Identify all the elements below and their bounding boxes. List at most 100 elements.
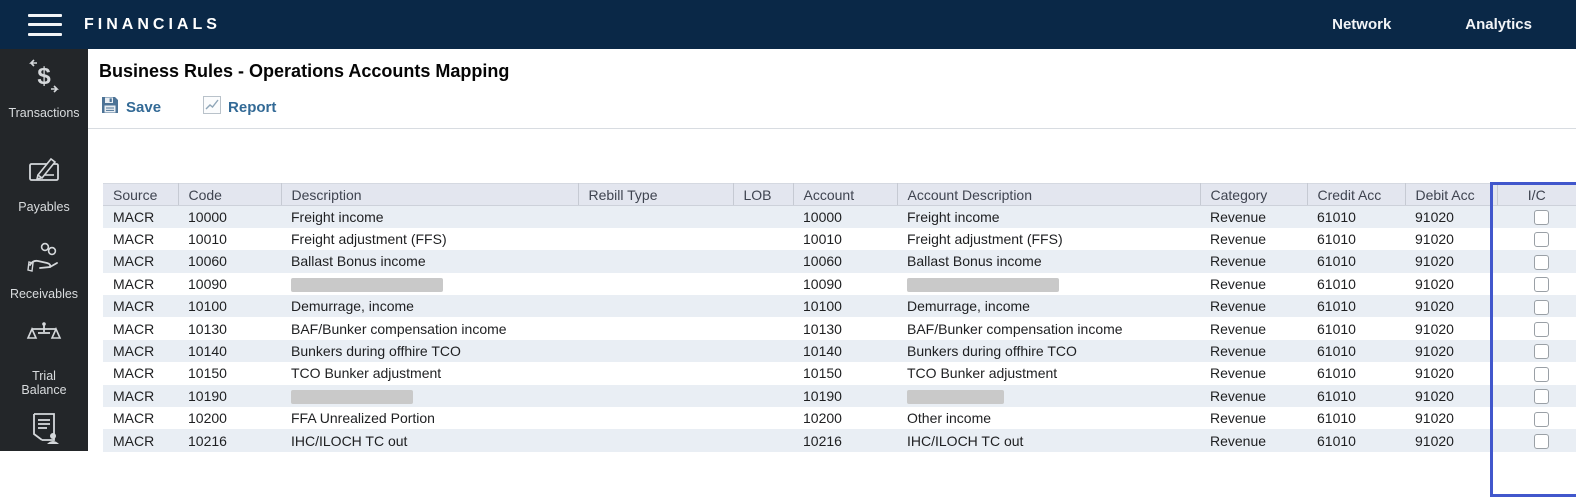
- cell-credit-acc: 61010: [1307, 227, 1405, 251]
- table-row[interactable]: MACR 10100 Demurrage, income 10100 Demurrage…: [103, 295, 1576, 318]
- cell-code: 10150: [178, 362, 281, 385]
- sidebar: $ Transactions Payables: [0, 49, 88, 451]
- cell-credit-acc: 61010: [1307, 272, 1405, 296]
- cell-debit-acc[interactable]: 91020: [1405, 272, 1497, 296]
- cell-code: 10130: [178, 317, 281, 340]
- col-header-account[interactable]: Account: [793, 183, 898, 206]
- svg-text:$: $: [37, 63, 51, 90]
- col-header-credit-acc[interactable]: Credit Acc: [1307, 183, 1406, 206]
- ic-checkbox[interactable]: [1534, 322, 1549, 338]
- sidebar-item-label: Transactions: [8, 106, 80, 120]
- scales-icon: [25, 320, 63, 363]
- table-row[interactable]: MACR 10200 FFA Unrealized Portion 10200 Othe…: [103, 407, 1576, 430]
- ic-checkbox[interactable]: [1534, 277, 1549, 293]
- content-divider: [88, 128, 1576, 129]
- top-bar: FINANCIALS Network Analytics: [0, 0, 1576, 49]
- cell-source: MACR: [103, 317, 178, 340]
- col-header-description[interactable]: Description: [281, 183, 579, 206]
- redacted-value: [907, 278, 1059, 293]
- cell-rebill-type: [578, 227, 733, 251]
- table-row[interactable]: MACR 10190 10190 Revenue 61010 91020: [103, 384, 1576, 408]
- sidebar-item-label: Payables: [18, 200, 70, 214]
- table-row[interactable]: MACR 10130 BAF/Bunker compensation income 1…: [103, 317, 1576, 340]
- ic-checkbox[interactable]: [1534, 299, 1549, 315]
- cell-debit-acc[interactable]: 91020: [1405, 205, 1497, 228]
- cell-debit-acc[interactable]: 91020: [1405, 295, 1497, 318]
- cell-debit-acc[interactable]: 91020: [1405, 339, 1497, 363]
- cell-category: Revenue: [1200, 362, 1307, 385]
- sidebar-item-transactions[interactable]: $ Transactions: [0, 57, 88, 120]
- cell-account: 10216: [793, 429, 897, 452]
- cell-category: Revenue: [1200, 339, 1307, 363]
- cell-description: [281, 384, 578, 408]
- table-row[interactable]: MACR 10010 Freight adjustment (FFS) 10010 Fr…: [103, 227, 1576, 251]
- ic-checkbox[interactable]: [1534, 254, 1549, 270]
- table-row[interactable]: MACR 10000 Freight income 10000 Freight inco…: [103, 205, 1576, 228]
- table-row[interactable]: MACR 10140 Bunkers during offhire TCO 10140…: [103, 339, 1576, 363]
- col-header-category[interactable]: Category: [1200, 183, 1308, 206]
- col-header-source[interactable]: Source: [103, 183, 179, 206]
- sidebar-item-statements[interactable]: [0, 409, 88, 458]
- cell-account-description: Other income: [897, 407, 1200, 430]
- cell-rebill-type: [578, 362, 733, 385]
- sidebar-item-receivables[interactable]: Receivables: [0, 238, 88, 301]
- cell-account: 10190: [793, 384, 897, 408]
- cell-debit-acc[interactable]: 91020: [1405, 250, 1497, 273]
- col-header-code[interactable]: Code: [178, 183, 282, 206]
- col-header-account-description[interactable]: Account Description: [897, 183, 1201, 206]
- ic-checkbox[interactable]: [1534, 434, 1549, 449]
- cell-category: Revenue: [1200, 250, 1307, 273]
- cell-debit-acc[interactable]: 91020: [1405, 227, 1497, 251]
- cell-debit-acc[interactable]: 91020: [1405, 429, 1497, 452]
- cell-lob: [733, 339, 793, 363]
- cell-code: 10100: [178, 295, 281, 318]
- cell-category: Revenue: [1200, 407, 1307, 430]
- cell-ic: [1497, 272, 1576, 296]
- col-header-ic[interactable]: I/C: [1497, 183, 1576, 206]
- report-chart-icon: [203, 96, 222, 119]
- table-row[interactable]: MACR 10090 10090 Revenue 61010 91020: [103, 272, 1576, 296]
- cell-credit-acc: 61010: [1307, 339, 1405, 363]
- cell-debit-acc[interactable]: 91020: [1405, 384, 1497, 408]
- col-header-rebill-type[interactable]: Rebill Type: [578, 183, 734, 206]
- cell-debit-acc[interactable]: 91020: [1405, 317, 1497, 340]
- ic-checkbox[interactable]: [1534, 232, 1549, 248]
- cell-lob: [733, 384, 793, 408]
- ic-checkbox[interactable]: [1534, 210, 1549, 226]
- cell-rebill-type: [578, 272, 733, 296]
- nav-network[interactable]: Network: [1332, 16, 1392, 33]
- cell-rebill-type: [578, 429, 733, 452]
- ic-checkbox[interactable]: [1534, 389, 1549, 405]
- ic-checkbox[interactable]: [1534, 366, 1549, 382]
- cell-code: 10216: [178, 429, 281, 452]
- table-header-row: Source Code Description Rebill Type LOB …: [103, 183, 1576, 206]
- col-header-lob[interactable]: LOB: [733, 183, 794, 206]
- cell-account: 10140: [793, 339, 897, 363]
- accounts-mapping-grid: Source Code Description Rebill Type LOB …: [103, 183, 1576, 452]
- cell-credit-acc: 61010: [1307, 407, 1405, 430]
- cell-category: Revenue: [1200, 272, 1307, 296]
- cell-source: MACR: [103, 250, 178, 273]
- cell-debit-acc[interactable]: 91020: [1405, 407, 1497, 430]
- table-row[interactable]: MACR 10216 IHC/ILOCH TC out 10216 IHC/ILOCH …: [103, 429, 1576, 452]
- cell-description: Ballast Bonus income: [281, 250, 578, 273]
- cell-account-description: Ballast Bonus income: [897, 250, 1200, 273]
- cell-lob: [733, 407, 793, 430]
- table-row[interactable]: MACR 10060 Ballast Bonus income 10060 Ballas…: [103, 250, 1576, 273]
- menu-icon[interactable]: [28, 13, 62, 36]
- cell-debit-acc[interactable]: 91020: [1405, 362, 1497, 385]
- sidebar-item-trial-balance[interactable]: Trial Balance: [0, 320, 88, 397]
- report-button[interactable]: Report: [203, 96, 276, 119]
- cell-rebill-type: [578, 407, 733, 430]
- col-header-debit-acc[interactable]: Debit Acc: [1405, 183, 1498, 206]
- ic-checkbox[interactable]: [1534, 411, 1549, 427]
- cell-rebill-type: [578, 384, 733, 408]
- cell-category: Revenue: [1200, 429, 1307, 452]
- cell-source: MACR: [103, 407, 178, 430]
- sidebar-item-payables[interactable]: Payables: [0, 151, 88, 214]
- save-button[interactable]: Save: [101, 96, 161, 119]
- ic-checkbox[interactable]: [1534, 344, 1549, 360]
- cell-description: FFA Unrealized Portion: [281, 407, 578, 430]
- nav-analytics[interactable]: Analytics: [1465, 16, 1532, 33]
- table-row[interactable]: MACR 10150 TCO Bunker adjustment 10150 TCO B…: [103, 362, 1576, 385]
